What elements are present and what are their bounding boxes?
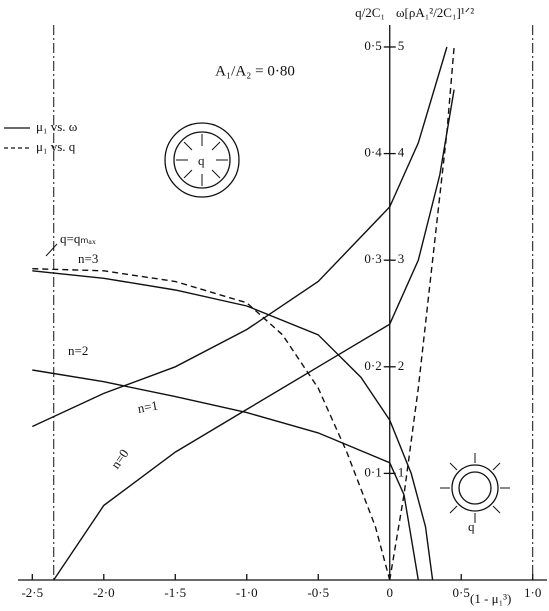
y-tick-label: 0·4 <box>364 145 382 160</box>
curve <box>32 46 448 428</box>
y-tick-label: 0·5 <box>364 38 381 53</box>
y-tick-label: 0·1 <box>364 464 381 479</box>
curve <box>32 268 391 581</box>
chart-title: A₁/A₂ = 0·80 <box>215 63 295 79</box>
y2-tick-label: 2 <box>398 358 405 373</box>
x-tick-label: -0·5 <box>307 585 329 600</box>
x-axis-label: (1 - μ₁³) <box>470 591 511 606</box>
diagram-large <box>164 122 240 198</box>
y-tick-label: 0·2 <box>364 358 381 373</box>
curve <box>389 46 455 581</box>
y2-tick-label: 1 <box>398 464 405 479</box>
curve-label: n=2 <box>68 343 88 358</box>
curve <box>32 270 434 581</box>
y-tick-label: 0·3 <box>364 251 381 266</box>
x-tick-label: 1·0 <box>524 585 541 600</box>
y2-axis-label: ω[ρA₁²/2C₁]¹ᐟ² <box>396 5 474 20</box>
curve-label: n=1 <box>136 398 159 416</box>
x-tick-label: 0 <box>386 585 393 600</box>
annotation: q <box>468 519 475 534</box>
annotation: q <box>198 153 205 168</box>
curve <box>32 369 419 581</box>
annotation-leader <box>45 243 58 257</box>
curve-label: n=0 <box>108 446 132 471</box>
legend-label: μ₁ vs. q <box>36 139 76 154</box>
x-tick-label: 0·5 <box>453 585 470 600</box>
x-tick-label: -2·0 <box>93 585 115 600</box>
annotation: q=qₘₐₓ <box>60 231 96 246</box>
x-tick-label: -2·5 <box>21 585 43 600</box>
y2-tick-label: 5 <box>398 38 405 53</box>
diagram-small <box>440 453 510 523</box>
y-axis-label: q/2C₁ <box>355 5 385 20</box>
y2-tick-label: 4 <box>398 145 405 160</box>
x-tick-label: -1·5 <box>164 585 186 600</box>
x-tick-label: -1·0 <box>236 585 258 600</box>
curve <box>53 89 455 581</box>
curve-label: n=3 <box>78 251 98 266</box>
legend-label: μ₁ vs. ω <box>36 119 78 134</box>
y2-tick-label: 3 <box>398 251 405 266</box>
